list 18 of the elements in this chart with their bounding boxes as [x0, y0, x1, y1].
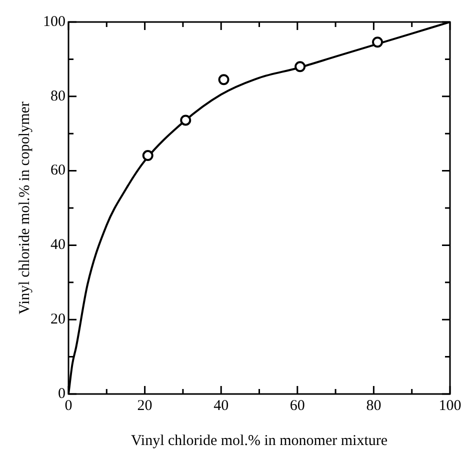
y-tick-label: 20	[50, 312, 66, 328]
x-tick-label: 60	[290, 398, 305, 414]
point	[294, 61, 306, 72]
point	[372, 36, 384, 48]
x-tick-label: 80	[366, 398, 382, 414]
point	[142, 150, 154, 162]
point	[180, 114, 192, 126]
x-tick-label: 100	[438, 398, 462, 414]
point	[218, 74, 230, 86]
x-tick-label: 20	[137, 398, 152, 414]
y-tick-label: 40	[50, 237, 66, 254]
y-tick-label: 60	[50, 162, 66, 179]
y-tick-label: 100	[43, 14, 66, 30]
x-axis-title: Vinyl chloride mol.% in monomer mixture	[130, 432, 388, 449]
y-tick-label: 80	[50, 88, 66, 104]
x-tick-label: 40	[214, 398, 229, 414]
y-tick-label: 0	[58, 386, 66, 402]
y-axis-title: Vinyl chloride mol.% in copolymer	[16, 102, 33, 314]
